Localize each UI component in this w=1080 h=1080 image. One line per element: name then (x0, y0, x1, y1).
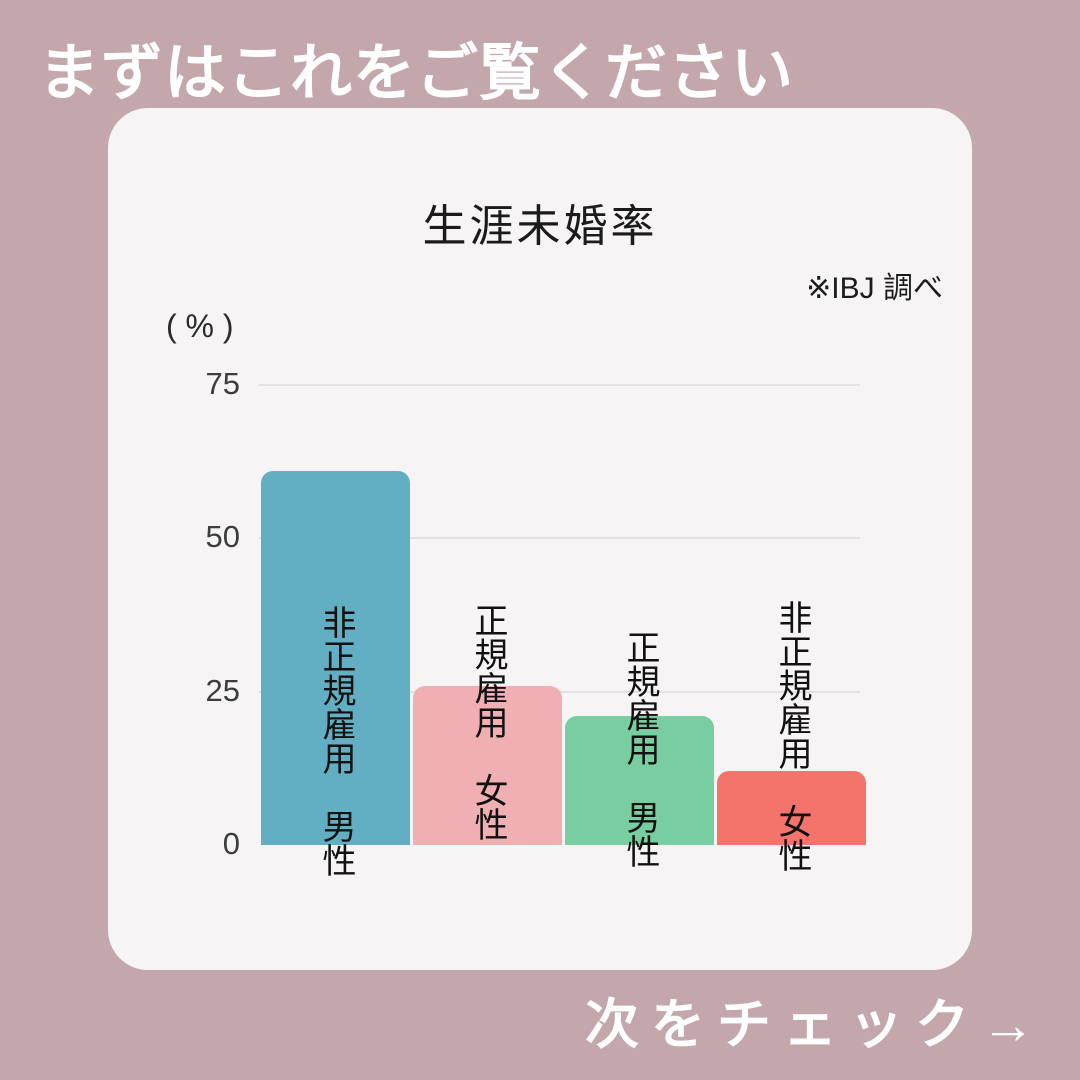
y-tick-label-75: 75 (205, 366, 240, 402)
bar-1 (261, 471, 410, 845)
y-tick-label-0: 0 (222, 826, 240, 861)
chart-source-note: ※IBJ 調べ (806, 272, 943, 305)
gridline-75 (259, 384, 860, 387)
y-tick-label-25: 25 (205, 672, 240, 708)
bar-label-1: 非正規雇用 男性 (317, 605, 355, 877)
bar-label-4: 非正規雇用 女性 (773, 600, 811, 872)
y-axis-unit-label: ( % ) (166, 308, 234, 344)
bar-3 (565, 716, 714, 845)
bar-2 (413, 686, 562, 845)
bar-label-3: 正規雇用 男性 (621, 630, 659, 868)
footer-cta: 次をチェック→ (585, 995, 1047, 1055)
chart-card: 生涯未婚率 ※IBJ 調べ ( % ) 75 50 25 0 非正規雇用 男性 正規雇用 … (108, 108, 972, 970)
bar-4 (717, 771, 866, 845)
bar-label-2: 正規雇用 女性 (469, 603, 507, 841)
header-title: まずはこれをご覧ください (38, 39, 795, 108)
gridline-50 (259, 537, 860, 540)
y-tick-label-50: 50 (205, 519, 240, 555)
chart-title: 生涯未婚率 (422, 202, 658, 251)
